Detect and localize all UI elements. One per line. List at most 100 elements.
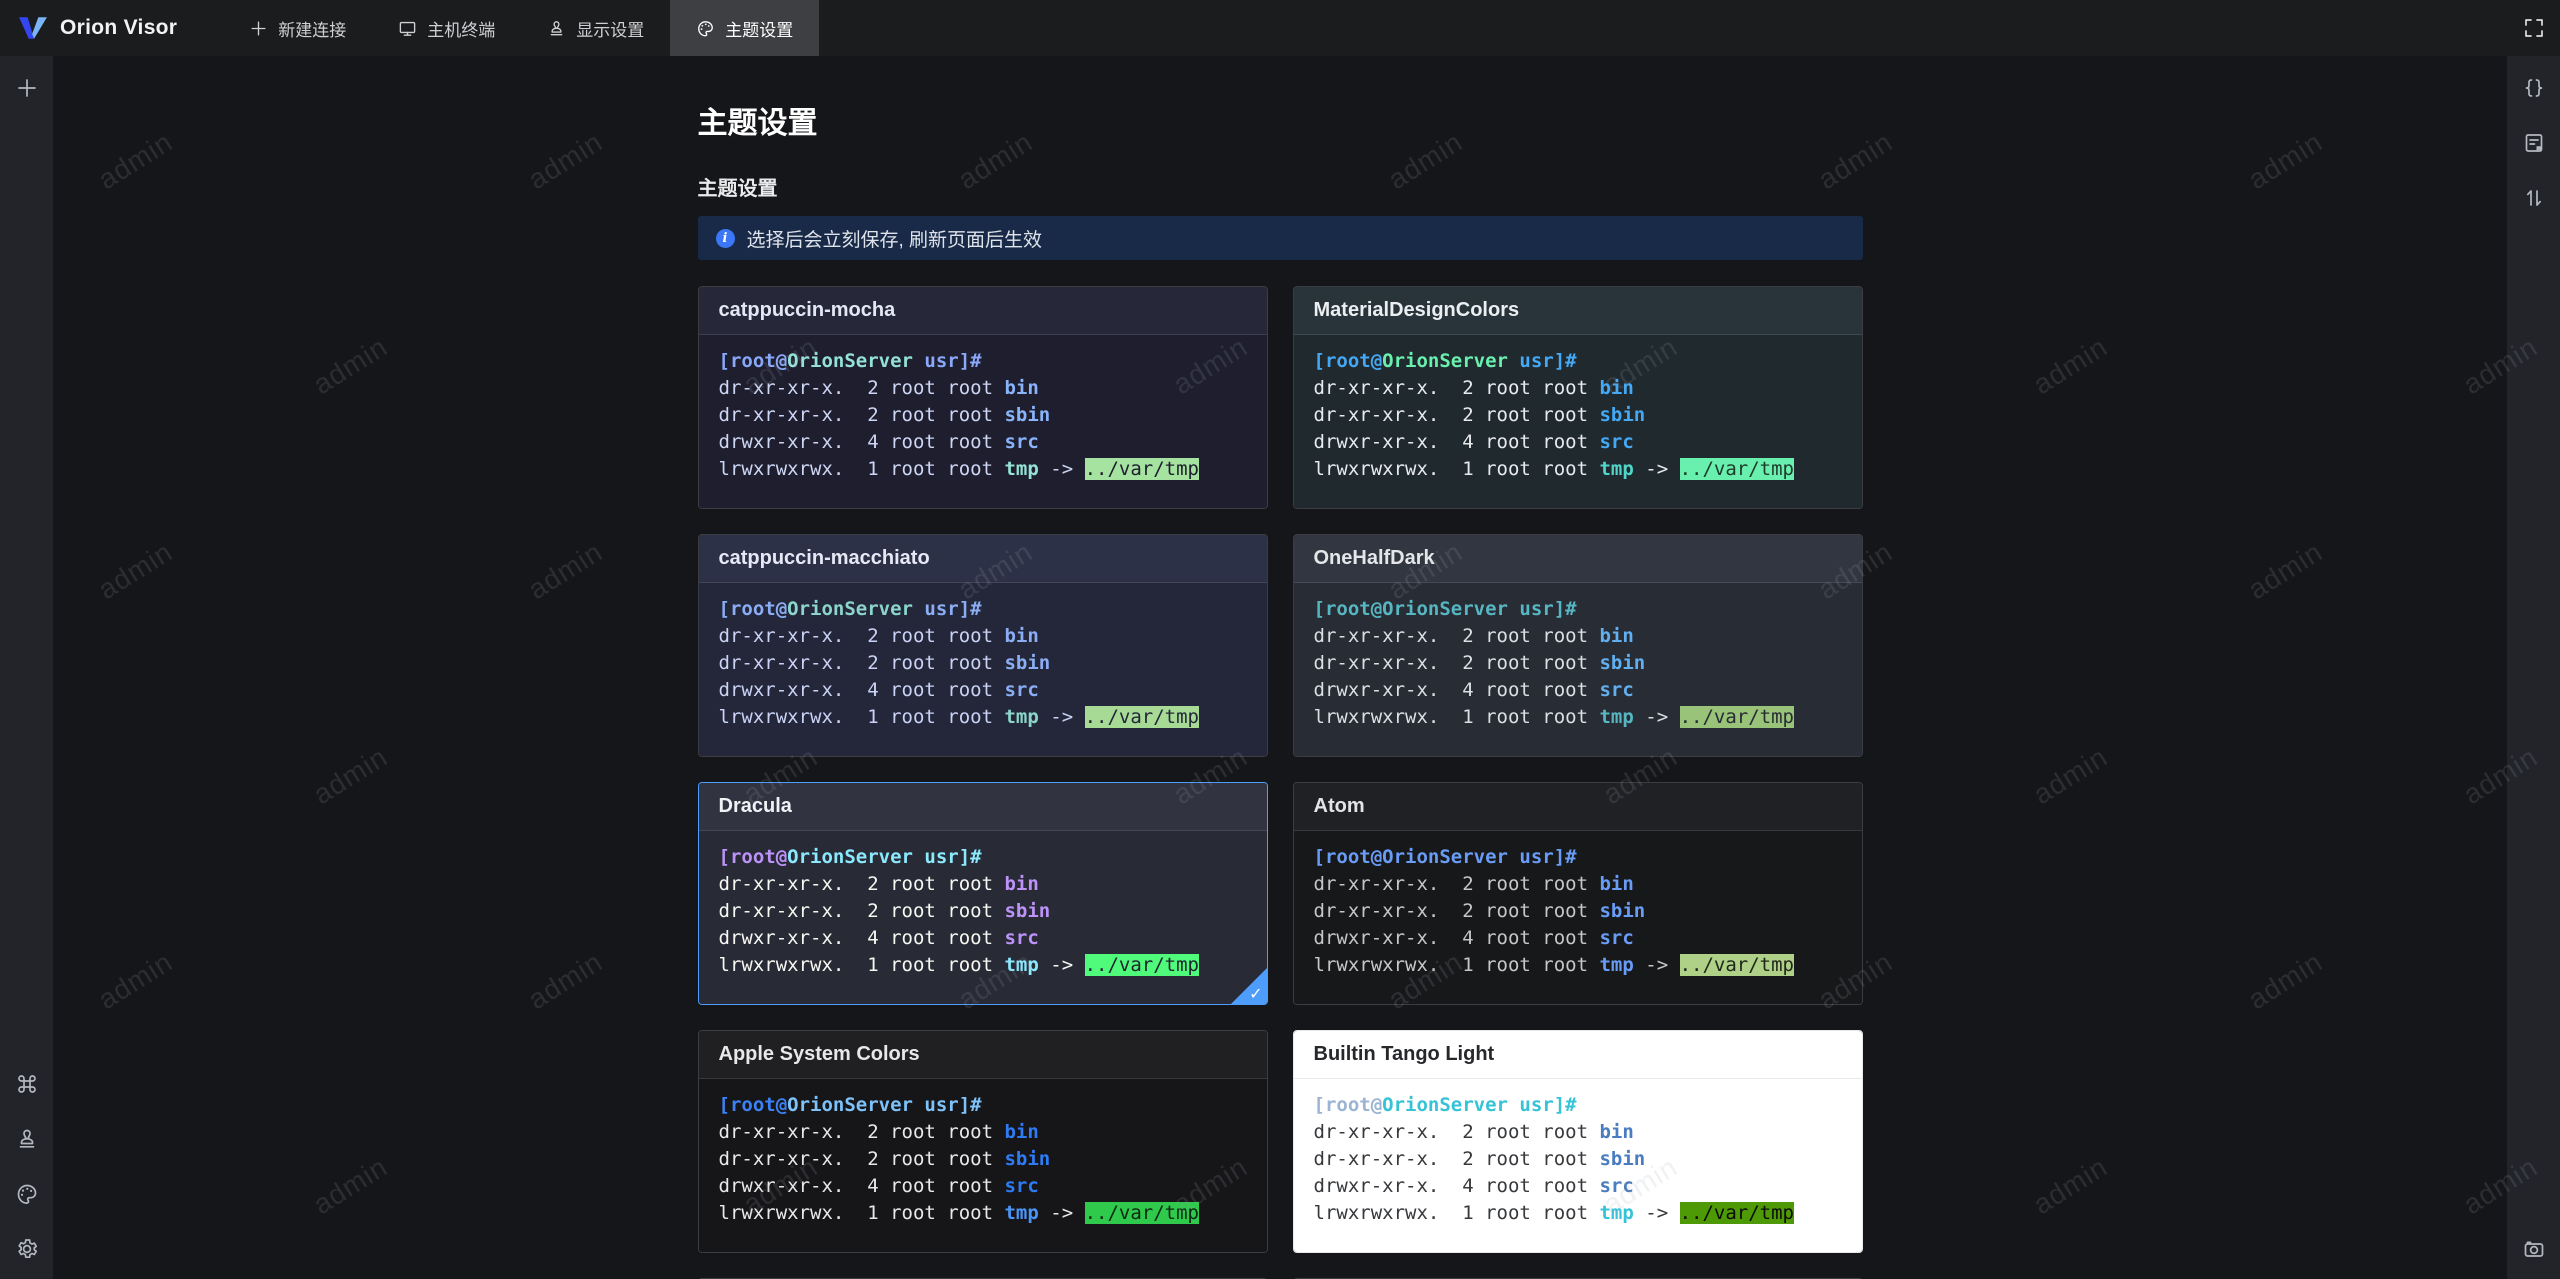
terminal-preview: [root@OrionServer usr]# dr-xr-xr-x. 2 ro… [1314, 1092, 1842, 1227]
ls-line: dr-xr-xr-x. 2 root root sbin [718, 900, 1051, 922]
palette-icon [696, 19, 715, 38]
right-rail-top [2522, 76, 2546, 210]
prompt-line: [root@OrionServer usr]# [718, 846, 982, 868]
terminal-preview: [root@OrionServer usr]# dr-xr-xr-x. 2 ro… [719, 1092, 1247, 1227]
symlink-target-highlight: ../var/tmp [1084, 954, 1199, 976]
theme-card-dracula[interactable]: Dracula [root@OrionServer usr]# dr-xr-xr-… [697, 782, 1268, 1005]
ls-line: lrwxrwxrwx. 1 root root tmp -> ../var/tm… [718, 1202, 1199, 1224]
tab-label: 新建连接 [278, 20, 347, 40]
section-title: 主题设置 [697, 178, 778, 200]
theme-name: OneHalfDark [1313, 547, 1435, 569]
prompt-line: [root@OrionServer usr]# [1313, 1094, 1577, 1116]
ls-line: dr-xr-xr-x. 2 root root sbin [1313, 1148, 1646, 1170]
ls-line: dr-xr-xr-x. 2 root root bin [718, 873, 1039, 895]
symlink-target-highlight: ../var/tmp [1084, 706, 1199, 728]
app-title: Orion Visor [60, 16, 178, 39]
terminal-preview: [root@OrionServer usr]# dr-xr-xr-x. 2 ro… [719, 596, 1247, 731]
page-title: 主题设置 [697, 107, 818, 140]
camera-icon[interactable] [2522, 1237, 2546, 1261]
ls-line: lrwxrwxrwx. 1 root root tmp -> ../var/tm… [1313, 1202, 1794, 1224]
fullscreen-icon[interactable] [2507, 16, 2560, 40]
ls-line: lrwxrwxrwx. 1 root root tmp -> ../var/tm… [718, 706, 1199, 728]
theme-name: Dracula [718, 795, 792, 817]
prompt-line: [root@OrionServer usr]# [1313, 598, 1577, 620]
prompt-line: [root@OrionServer usr]# [718, 1094, 982, 1116]
terminal-preview: [root@OrionServer usr]# dr-xr-xr-x. 2 ro… [719, 844, 1247, 979]
theme-name: Builtin Tango Light [1313, 1043, 1495, 1065]
terminal-preview: [root@OrionServer usr]# dr-xr-xr-x. 2 ro… [1314, 596, 1842, 731]
content-column: 主题设置 主题设置 i 选择后会立刻保存, 刷新页面后生效 catppuccin… [697, 56, 1863, 1279]
ls-line: dr-xr-xr-x. 2 root root bin [1313, 1121, 1634, 1143]
gear-icon[interactable] [15, 1237, 39, 1261]
ls-line: dr-xr-xr-x. 2 root root sbin [1313, 404, 1646, 426]
theme-card-onehalfdark[interactable]: OneHalfDark [root@OrionServer usr]# dr-xr… [1292, 534, 1863, 757]
ls-line: dr-xr-xr-x. 2 root root bin [718, 1121, 1039, 1143]
prompt-line: [root@OrionServer usr]# [1313, 350, 1577, 372]
symlink-target-highlight: ../var/tmp [1084, 1202, 1199, 1224]
ls-line: drwxr-xr-x. 4 root root src [1313, 679, 1634, 701]
orion-visor-logo [18, 15, 48, 41]
symlink-target-highlight: ../var/tmp [1084, 458, 1199, 480]
ls-line: dr-xr-xr-x. 2 root root bin [1313, 625, 1634, 647]
left-rail-bottom [15, 1072, 39, 1261]
info-banner-text: 选择后会立刻保存, 刷新页面后生效 [746, 229, 1043, 251]
plus-icon[interactable] [15, 76, 39, 100]
theme-card-catppuccin-macchiato[interactable]: catppuccin-macchiato [root@OrionServer us… [697, 534, 1268, 757]
right-rail-bottom [2522, 1237, 2546, 1261]
monitor-icon [398, 19, 417, 38]
theme-name: catppuccin-macchiato [718, 547, 930, 569]
doc-bookmark-icon[interactable] [2522, 131, 2546, 155]
check-icon: ✓ [1249, 986, 1263, 1003]
tab-label: 主题设置 [725, 20, 794, 40]
selected-corner-badge [1229, 967, 1267, 1004]
ls-line: dr-xr-xr-x. 2 root root bin [718, 625, 1039, 647]
symlink-target-highlight: ../var/tmp [1679, 1202, 1794, 1224]
terminal-preview: [root@OrionServer usr]# dr-xr-xr-x. 2 ro… [1314, 844, 1842, 979]
symlink-target-highlight: ../var/tmp [1679, 954, 1794, 976]
theme-card-catppuccin-mocha[interactable]: catppuccin-mocha [root@OrionServer usr]# … [697, 286, 1268, 509]
left-rail-top [15, 76, 39, 100]
prompt-line: [root@OrionServer usr]# [1313, 846, 1577, 868]
palette-icon[interactable] [15, 1182, 39, 1206]
info-icon: i [715, 228, 735, 248]
info-banner: i 选择后会立刻保存, 刷新页面后生效 [697, 216, 1863, 260]
theme-grid: catppuccin-mocha [root@OrionServer usr]# … [697, 286, 1863, 1253]
command-icon[interactable] [15, 1072, 39, 1096]
fullscreen-icon [2522, 16, 2546, 40]
right-rail [2507, 56, 2560, 1279]
theme-card-atom[interactable]: Atom [root@OrionServer usr]# dr-xr-xr-x. … [1292, 782, 1863, 1005]
ls-line: dr-xr-xr-x. 2 root root bin [1313, 377, 1634, 399]
theme-card-apple-system-colors[interactable]: Apple System Colors [root@OrionServer usr… [697, 1030, 1268, 1253]
ls-line: drwxr-xr-x. 4 root root src [1313, 1175, 1634, 1197]
ls-line: drwxr-xr-x. 4 root root src [1313, 431, 1634, 453]
ls-line: dr-xr-xr-x. 2 root root sbin [1313, 900, 1646, 922]
main-area: 主题设置 主题设置 i 选择后会立刻保存, 刷新页面后生效 catppuccin… [53, 56, 2507, 1279]
tab-display-settings[interactable]: 显示设置 [521, 0, 670, 56]
theme-name: Apple System Colors [718, 1043, 920, 1065]
tab-theme-settings[interactable]: 主题设置 [670, 0, 820, 56]
stamp-icon [547, 19, 566, 38]
tab-host-terminal[interactable]: 主机终端 [372, 0, 521, 56]
stamp-icon[interactable] [15, 1127, 39, 1151]
theme-card-materialdesigncolors[interactable]: MaterialDesignColors [root@OrionServer us… [1292, 286, 1863, 509]
braces-icon[interactable] [2522, 76, 2546, 100]
ls-line: lrwxrwxrwx. 1 root root tmp -> ../var/tm… [1313, 458, 1794, 480]
ls-line: lrwxrwxrwx. 1 root root tmp -> ../var/tm… [1313, 706, 1794, 728]
tab-label: 主机终端 [427, 20, 496, 40]
ls-line: lrwxrwxrwx. 1 root root tmp -> ../var/tm… [1313, 954, 1794, 976]
ls-line: lrwxrwxrwx. 1 root root tmp -> ../var/tm… [718, 954, 1199, 976]
prompt-line: [root@OrionServer usr]# [718, 350, 982, 372]
ls-line: dr-xr-xr-x. 2 root root sbin [1313, 652, 1646, 674]
ls-line: dr-xr-xr-x. 2 root root bin [1313, 873, 1634, 895]
ls-line: drwxr-xr-x. 4 root root src [718, 431, 1039, 453]
left-rail [0, 56, 53, 1279]
tab-new-connection[interactable]: 新建连接 [223, 0, 372, 56]
theme-name: Atom [1313, 795, 1365, 817]
tab-label: 显示设置 [576, 20, 645, 40]
symlink-target-highlight: ../var/tmp [1679, 458, 1794, 480]
theme-name: catppuccin-mocha [718, 299, 896, 321]
sort-icon[interactable] [2522, 186, 2546, 210]
ls-line: dr-xr-xr-x. 2 root root bin [718, 377, 1039, 399]
theme-card-builtin-tango-light[interactable]: Builtin Tango Light [root@OrionServer usr… [1292, 1030, 1863, 1253]
ls-line: drwxr-xr-x. 4 root root src [718, 1175, 1039, 1197]
